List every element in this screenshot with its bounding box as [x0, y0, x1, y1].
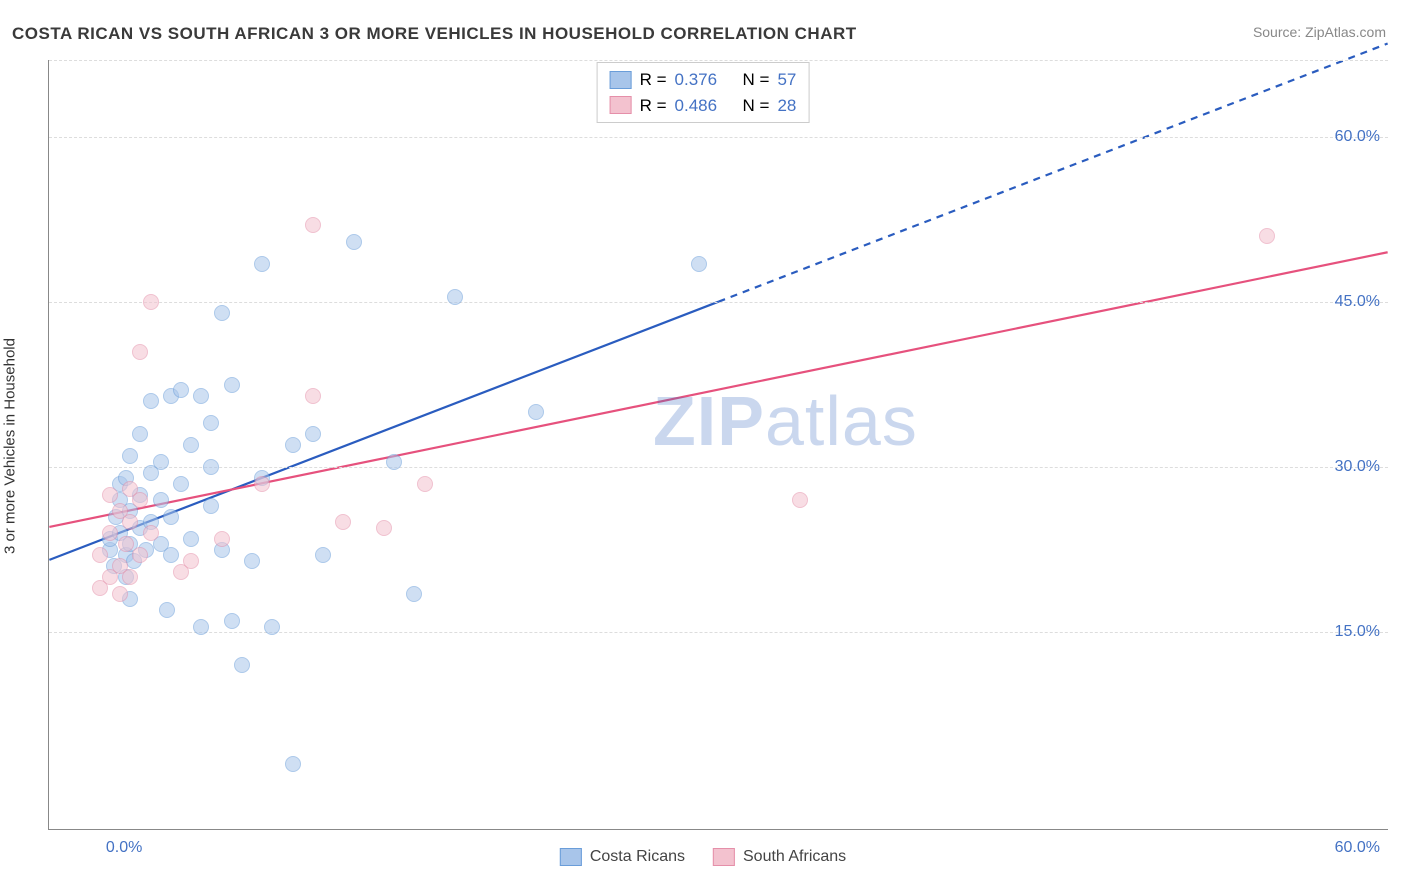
legend-series: Costa Ricans South Africans [560, 848, 846, 866]
data-point [254, 476, 270, 492]
data-point [112, 586, 128, 602]
data-point [118, 536, 134, 552]
data-point [143, 525, 159, 541]
x-tick-label: 60.0% [1335, 839, 1380, 857]
data-point [122, 514, 138, 530]
trend-lines [49, 60, 1388, 829]
data-point [305, 388, 321, 404]
data-point [163, 509, 179, 525]
data-point [305, 217, 321, 233]
data-point [132, 492, 148, 508]
data-point [173, 476, 189, 492]
data-point [143, 393, 159, 409]
gridline [49, 467, 1388, 468]
data-point [163, 547, 179, 563]
data-point [173, 382, 189, 398]
data-point [183, 437, 199, 453]
n-value-1: 28 [777, 93, 796, 119]
data-point [102, 487, 118, 503]
n-label: N = [743, 67, 770, 93]
data-point [234, 657, 250, 673]
watermark: ZIPatlas [653, 381, 918, 461]
legend-item-1: South Africans [713, 848, 846, 866]
data-point [132, 547, 148, 563]
data-point [122, 569, 138, 585]
chart-title: COSTA RICAN VS SOUTH AFRICAN 3 OR MORE V… [12, 24, 857, 44]
data-point [214, 531, 230, 547]
data-point [132, 426, 148, 442]
data-point [264, 619, 280, 635]
data-point [143, 294, 159, 310]
x-tick-label: 0.0% [106, 839, 142, 857]
data-point [193, 619, 209, 635]
data-point [285, 756, 301, 772]
y-tick-label: 45.0% [1335, 293, 1380, 311]
data-point [132, 344, 148, 360]
data-point [224, 613, 240, 629]
gridline [49, 137, 1388, 138]
r-value-1: 0.486 [675, 93, 718, 119]
gridline [49, 302, 1388, 303]
legend-item-0: Costa Ricans [560, 848, 685, 866]
plot-area: ZIPatlas 15.0%30.0%45.0%60.0%0.0%60.0% [48, 60, 1388, 830]
data-point [203, 498, 219, 514]
data-point [102, 525, 118, 541]
data-point [335, 514, 351, 530]
data-point [376, 520, 392, 536]
source-credit: Source: ZipAtlas.com [1253, 24, 1386, 40]
data-point [386, 454, 402, 470]
r-label: R = [640, 67, 667, 93]
swatch-series-1 [610, 96, 632, 114]
r-value-0: 0.376 [675, 67, 718, 93]
swatch-series-0 [610, 71, 632, 89]
data-point [346, 234, 362, 250]
r-label: R = [640, 93, 667, 119]
legend-label-1: South Africans [743, 848, 846, 866]
data-point [193, 388, 209, 404]
data-point [224, 377, 240, 393]
data-point [153, 454, 169, 470]
legend-stats-row: R = 0.486 N = 28 [610, 93, 797, 119]
data-point [214, 305, 230, 321]
data-point [254, 256, 270, 272]
data-point [1259, 228, 1275, 244]
data-point [153, 492, 169, 508]
data-point [315, 547, 331, 563]
y-tick-label: 30.0% [1335, 458, 1380, 476]
data-point [447, 289, 463, 305]
n-value-0: 57 [777, 67, 796, 93]
gridline [49, 632, 1388, 633]
swatch-series-1 [713, 848, 735, 866]
data-point [183, 553, 199, 569]
swatch-series-0 [560, 848, 582, 866]
data-point [691, 256, 707, 272]
y-tick-label: 60.0% [1335, 128, 1380, 146]
legend-label-0: Costa Ricans [590, 848, 685, 866]
data-point [305, 426, 321, 442]
y-axis-label: 3 or more Vehicles in Household [2, 338, 19, 554]
legend-stats-row: R = 0.376 N = 57 [610, 67, 797, 93]
data-point [159, 602, 175, 618]
data-point [203, 459, 219, 475]
data-point [417, 476, 433, 492]
data-point [203, 415, 219, 431]
data-point [183, 531, 199, 547]
y-tick-label: 15.0% [1335, 623, 1380, 641]
data-point [792, 492, 808, 508]
n-label: N = [743, 93, 770, 119]
data-point [244, 553, 260, 569]
data-point [528, 404, 544, 420]
data-point [92, 547, 108, 563]
legend-stats: R = 0.376 N = 57 R = 0.486 N = 28 [597, 62, 810, 123]
data-point [285, 437, 301, 453]
data-point [406, 586, 422, 602]
data-point [122, 448, 138, 464]
